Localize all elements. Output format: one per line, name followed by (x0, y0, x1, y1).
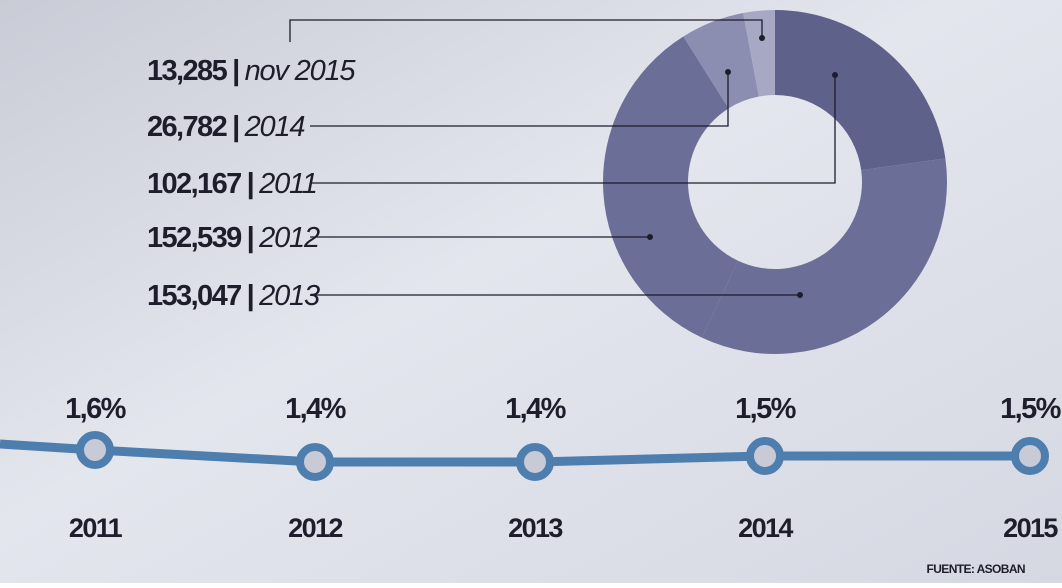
value-label: 1,6% (65, 393, 127, 425)
slice-category: 2014 (244, 111, 306, 143)
slice-label: 102,167 | 2011 (147, 168, 317, 200)
slice-category: 2013 (258, 280, 320, 312)
slice-category: 2012 (258, 222, 320, 254)
x-tick-label: 2011 (69, 513, 123, 543)
source-note: FUENTE: ASOBAN (927, 562, 1026, 576)
slice-label: 153,047 | 2013 (147, 280, 320, 312)
donut-slice (701, 158, 947, 354)
value-label: 1,4% (505, 393, 567, 425)
separator: | (247, 168, 254, 200)
leader-dot (797, 292, 803, 298)
x-tick-label: 2014 (738, 513, 793, 543)
slice-category: nov 2015 (245, 55, 357, 87)
separator: | (247, 222, 254, 254)
data-point (1011, 437, 1049, 475)
slice-value: 26,782 (147, 111, 227, 143)
slice-label: 152,539 | 2012 (147, 222, 320, 254)
leader-dot (725, 69, 731, 75)
separator: | (247, 280, 254, 312)
leader-dot (832, 72, 838, 78)
separator: | (232, 55, 239, 87)
slice-value: 13,285 (147, 55, 228, 87)
slice-value: 102,167 (147, 168, 241, 200)
data-point (76, 431, 114, 469)
slice-value: 153,047 (147, 280, 241, 312)
value-label: 1,5% (1000, 393, 1062, 425)
slice-label: 13,285 | nov 2015 (147, 55, 356, 87)
data-point (516, 443, 554, 481)
donut-slice (603, 36, 739, 338)
slice-value: 152,539 (147, 222, 242, 254)
x-tick-label: 2012 (288, 513, 342, 543)
value-label: 1,4% (285, 393, 347, 425)
leader-dot (759, 35, 765, 41)
x-tick-label: 2015 (1003, 513, 1058, 543)
data-point (746, 437, 784, 475)
leader-line (310, 75, 836, 184)
leader-dot (647, 234, 653, 240)
leader-line (289, 19, 763, 42)
data-point (296, 443, 334, 481)
x-tick-label: 2013 (508, 513, 563, 543)
slice-category: 2011 (258, 168, 317, 200)
value-label: 1,5% (735, 393, 797, 425)
donut-slice (775, 10, 946, 171)
donut-slice (743, 10, 775, 97)
slice-label: 26,782 | 2014 (147, 111, 305, 143)
donut-slice (683, 12, 759, 109)
separator: | (232, 111, 239, 143)
leader-line (310, 72, 729, 127)
